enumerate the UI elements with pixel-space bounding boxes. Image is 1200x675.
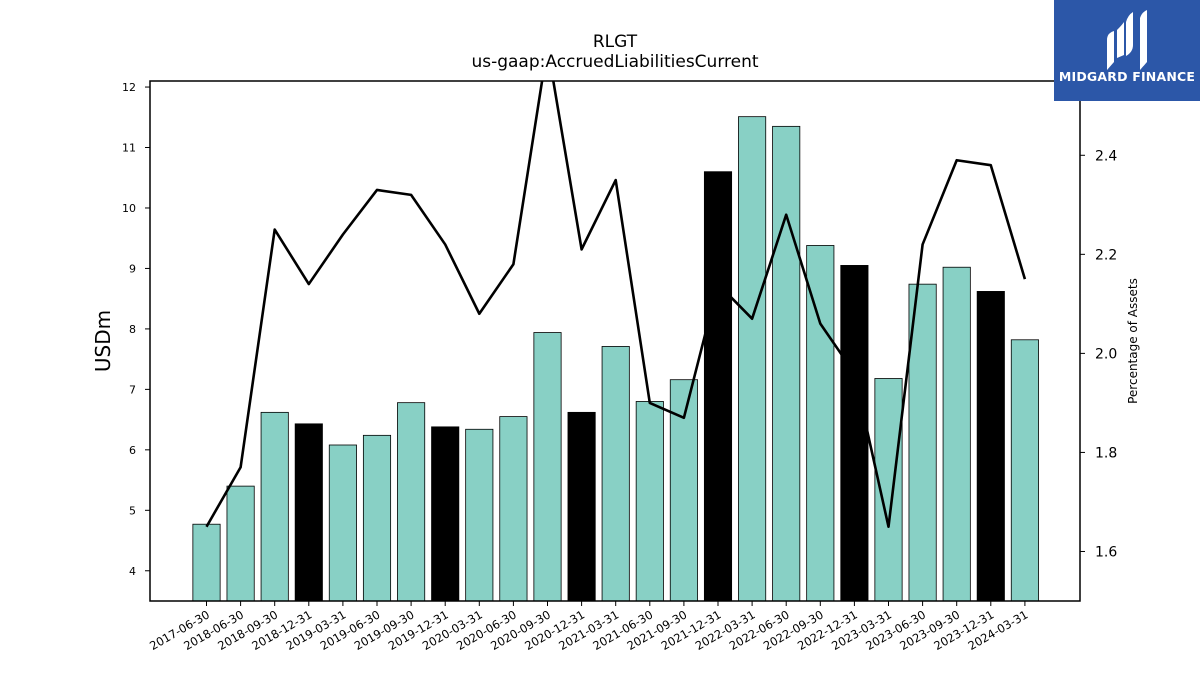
y-tick-label-12: 12 [122,81,136,94]
plot-area [192,81,1039,601]
bar-2022-12-31 [840,265,869,601]
y-axis-label: USDm [91,310,115,372]
bar-2019-03-31 [328,444,357,601]
y-tick-label-8: 8 [129,323,136,336]
bar-2020-03-31 [465,428,494,601]
bar-2021-03-31 [601,346,630,601]
logo-text: MIDGARD FINANCE [1058,69,1196,84]
bar-2023-09-30 [942,266,971,601]
y2-tick-label-2.2: 2.2 [1095,247,1117,263]
bar-2018-06-30 [226,485,255,601]
bar-2022-06-30 [772,125,801,601]
y-tick-label-5: 5 [129,504,136,517]
bar-2020-06-30 [499,416,528,601]
y-tick-label-6: 6 [129,444,136,457]
bar-2024-03-31 [1010,339,1039,601]
bar-2019-12-31 [431,426,460,601]
y-tick-label-4: 4 [129,565,136,578]
bar-2023-06-30 [908,283,937,601]
y-tick-label-7: 7 [129,383,136,396]
bar-2020-12-31 [567,411,596,601]
y-tick-label-11: 11 [122,142,136,155]
brand-logo: MIDGARD FINANCE [1054,0,1200,101]
chart-title: RLGT [592,32,638,52]
y2-tick-label-2: 2.0 [1095,346,1117,362]
bar-2022-03-31 [738,116,767,601]
plot-frame [149,80,1081,602]
y2-tick-label-1.8: 1.8 [1095,445,1117,461]
y2-axis-label: Percentage of Assets [1126,278,1140,404]
bar-2017-06-30 [192,523,221,601]
logo-icon [1107,10,1147,70]
chart-subtitle: us-gaap:AccruedLiabilitiesCurrent [471,52,759,72]
bar-2019-06-30 [362,434,392,601]
bar-2023-03-31 [874,378,903,601]
bar-2020-09-30 [533,332,562,601]
bar-2023-12-31 [976,291,1005,601]
y2-tick-label-2.4: 2.4 [1095,148,1117,164]
bar-2021-06-30 [635,401,664,601]
y-tick-label-10: 10 [122,202,136,215]
y-tick-label-9: 9 [129,262,136,275]
bar-2022-09-30 [806,245,835,601]
y2-tick-label-1.6: 1.6 [1095,544,1117,560]
bar-2019-09-30 [397,402,426,601]
bar-2018-09-30 [260,411,289,601]
bar-2018-12-31 [294,423,323,601]
bar-2021-12-31 [703,171,733,601]
